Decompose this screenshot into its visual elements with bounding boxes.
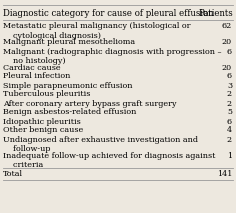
Text: Metastatic pleural malignancy (histological or
    cytological diagnosis): Metastatic pleural malignancy (histologi… (3, 23, 190, 40)
Text: 2: 2 (227, 91, 232, 98)
Text: 62: 62 (222, 23, 232, 30)
Text: 5: 5 (227, 108, 232, 117)
Text: 6: 6 (227, 72, 232, 81)
Text: Pleural infection: Pleural infection (3, 72, 70, 81)
Text: 141: 141 (217, 170, 232, 177)
Text: 6: 6 (227, 47, 232, 56)
Text: 1: 1 (227, 151, 232, 160)
Text: 6: 6 (227, 118, 232, 125)
Text: 2: 2 (227, 135, 232, 144)
Text: Benign asbestos-related effusion: Benign asbestos-related effusion (3, 108, 136, 117)
Text: Idiopathic pleuritis: Idiopathic pleuritis (3, 118, 81, 125)
Text: Total: Total (3, 170, 23, 177)
Text: 3: 3 (227, 82, 232, 89)
Text: 2: 2 (227, 99, 232, 108)
Text: Patients: Patients (198, 9, 233, 18)
Text: 20: 20 (222, 63, 232, 72)
Text: Other benign cause: Other benign cause (3, 127, 83, 134)
Text: Inadequate follow-up achieved for diagnosis against
    criteria: Inadequate follow-up achieved for diagno… (3, 151, 215, 169)
Text: Diagnostic category for cause of pleural effusion: Diagnostic category for cause of pleural… (3, 9, 214, 18)
Text: Undiagnosed after exhaustive investigation and
    follow-up: Undiagnosed after exhaustive investigati… (3, 135, 198, 153)
Text: Tuberculous pleuritis: Tuberculous pleuritis (3, 91, 90, 98)
Text: Cardiac cause: Cardiac cause (3, 63, 61, 72)
Text: 20: 20 (222, 39, 232, 46)
Text: 4: 4 (227, 127, 232, 134)
Text: After coronary artery bypass graft surgery: After coronary artery bypass graft surge… (3, 99, 177, 108)
Text: Simple parapneumonic effusion: Simple parapneumonic effusion (3, 82, 132, 89)
Text: Malignant pleural mesothelioma: Malignant pleural mesothelioma (3, 39, 135, 46)
Text: Malignant (radiographic diagnosis with progression –
    no histology): Malignant (radiographic diagnosis with p… (3, 47, 222, 65)
